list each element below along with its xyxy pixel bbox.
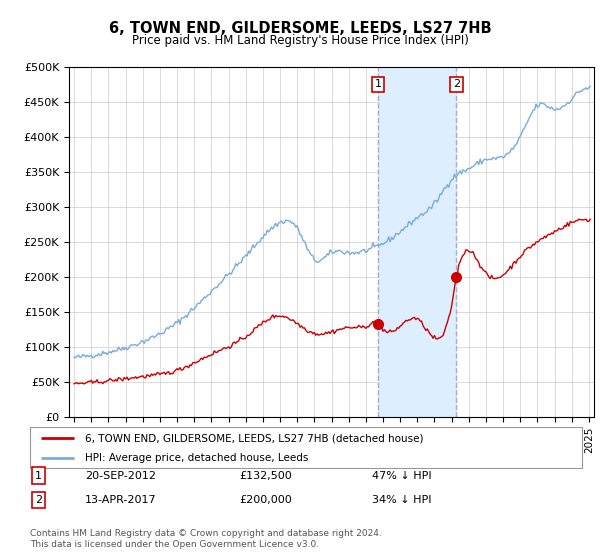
Text: 20-SEP-2012: 20-SEP-2012 xyxy=(85,470,156,480)
Text: 6, TOWN END, GILDERSOME, LEEDS, LS27 7HB: 6, TOWN END, GILDERSOME, LEEDS, LS27 7HB xyxy=(109,21,491,36)
Text: £132,500: £132,500 xyxy=(240,470,293,480)
Text: 6, TOWN END, GILDERSOME, LEEDS, LS27 7HB (detached house): 6, TOWN END, GILDERSOME, LEEDS, LS27 7HB… xyxy=(85,433,424,443)
Text: 2: 2 xyxy=(35,495,42,505)
Text: HPI: Average price, detached house, Leeds: HPI: Average price, detached house, Leed… xyxy=(85,452,308,463)
Text: 1: 1 xyxy=(374,80,382,90)
Text: 2: 2 xyxy=(453,80,460,90)
FancyBboxPatch shape xyxy=(30,427,582,468)
Text: 13-APR-2017: 13-APR-2017 xyxy=(85,495,157,505)
Text: 1: 1 xyxy=(35,470,42,480)
Text: 34% ↓ HPI: 34% ↓ HPI xyxy=(372,495,432,505)
Text: Price paid vs. HM Land Registry's House Price Index (HPI): Price paid vs. HM Land Registry's House … xyxy=(131,34,469,46)
Text: 47% ↓ HPI: 47% ↓ HPI xyxy=(372,470,432,480)
Bar xyxy=(378,67,457,417)
Text: Contains HM Land Registry data © Crown copyright and database right 2024.
This d: Contains HM Land Registry data © Crown c… xyxy=(30,529,382,549)
Text: £200,000: £200,000 xyxy=(240,495,293,505)
